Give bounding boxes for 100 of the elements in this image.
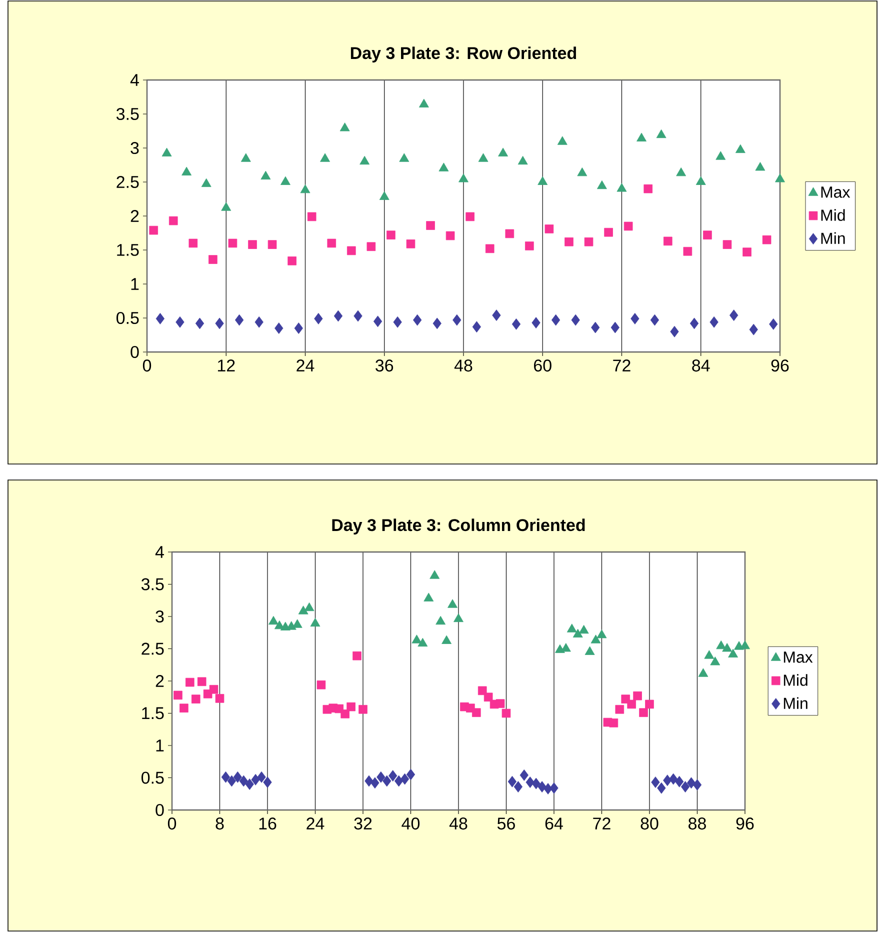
point	[703, 230, 712, 240]
point	[197, 677, 206, 686]
point	[686, 777, 696, 789]
point	[413, 314, 422, 326]
y-tick-label: 2	[156, 675, 164, 687]
y-tick-label: 1.5	[117, 244, 139, 256]
y-tick-label: 4	[130, 74, 139, 86]
point	[376, 771, 386, 783]
point	[294, 322, 303, 334]
point	[578, 624, 589, 634]
point	[710, 656, 720, 666]
point	[735, 144, 746, 153]
point	[538, 176, 548, 185]
point	[675, 776, 684, 788]
point	[314, 312, 323, 324]
point	[209, 684, 218, 694]
point	[676, 167, 686, 176]
point	[360, 156, 370, 165]
point	[663, 236, 672, 246]
point	[442, 635, 452, 644]
point	[505, 229, 514, 238]
point	[590, 634, 601, 644]
x-tick-label: 32	[354, 818, 372, 830]
point	[716, 640, 726, 650]
point	[156, 312, 165, 324]
point	[215, 694, 224, 703]
point	[663, 774, 672, 786]
point	[755, 162, 766, 171]
point	[762, 235, 772, 244]
point	[557, 136, 568, 145]
point	[472, 708, 481, 717]
point	[233, 771, 242, 783]
x-tick-label: 56	[497, 818, 515, 830]
point	[366, 242, 376, 251]
point	[188, 238, 198, 248]
x-tick-label: 36	[376, 360, 394, 372]
y-tick-label: 0.5	[141, 772, 164, 784]
point	[722, 240, 732, 249]
x-tick-label: 48	[449, 818, 468, 830]
point	[452, 314, 462, 326]
point	[327, 238, 336, 248]
point	[683, 246, 692, 256]
point	[379, 191, 390, 200]
point	[426, 221, 435, 230]
point	[596, 630, 607, 638]
point	[174, 690, 182, 700]
point	[201, 178, 212, 187]
point	[208, 255, 218, 264]
point	[544, 224, 554, 234]
point	[604, 228, 613, 237]
point	[657, 782, 666, 794]
point	[316, 680, 326, 690]
y-tick-label: 3.5	[116, 108, 139, 120]
point	[386, 230, 396, 240]
point	[472, 321, 482, 333]
point	[704, 650, 714, 659]
point	[388, 770, 398, 782]
point	[424, 592, 434, 602]
x-tick-label: 12	[218, 360, 235, 372]
point	[550, 782, 558, 794]
x-tick-label: 16	[259, 818, 276, 830]
y-tick-label: 0	[130, 346, 139, 358]
point	[268, 240, 277, 249]
point	[168, 216, 178, 226]
point	[645, 700, 654, 709]
point	[340, 122, 350, 132]
point	[492, 310, 501, 321]
y-tick-label: 1.5	[142, 707, 164, 720]
point	[584, 237, 594, 246]
x-tick-label: 40	[402, 818, 420, 830]
y-tick-label: 3	[156, 610, 164, 623]
legend-label: Max	[821, 186, 850, 198]
chart-title: Day 3 Plate 3: Row Oriented	[350, 46, 576, 62]
point	[394, 775, 404, 787]
x-tick-label: 72	[613, 360, 630, 372]
x-tick-label: 88	[688, 818, 706, 830]
point	[373, 316, 382, 328]
y-tick-label: 2.5	[142, 642, 164, 655]
point	[310, 618, 320, 627]
legend-label: Min	[821, 232, 845, 244]
point	[280, 176, 290, 185]
point	[577, 167, 588, 176]
x-tick-label: 48	[454, 360, 472, 372]
y-tick-label: 4	[155, 546, 164, 558]
y-tick-label: 3	[130, 142, 139, 154]
point	[639, 708, 648, 717]
point	[498, 148, 508, 156]
point	[292, 619, 302, 628]
x-tick-label: 60	[534, 360, 552, 372]
x-tick-label: 96	[736, 818, 754, 830]
point	[221, 771, 230, 783]
point	[400, 773, 410, 785]
point	[191, 694, 200, 704]
point	[300, 184, 310, 194]
legend-label: Max	[784, 652, 813, 663]
point	[532, 778, 540, 790]
point	[512, 318, 521, 330]
point	[358, 704, 368, 714]
point	[728, 648, 738, 658]
point	[690, 318, 699, 330]
